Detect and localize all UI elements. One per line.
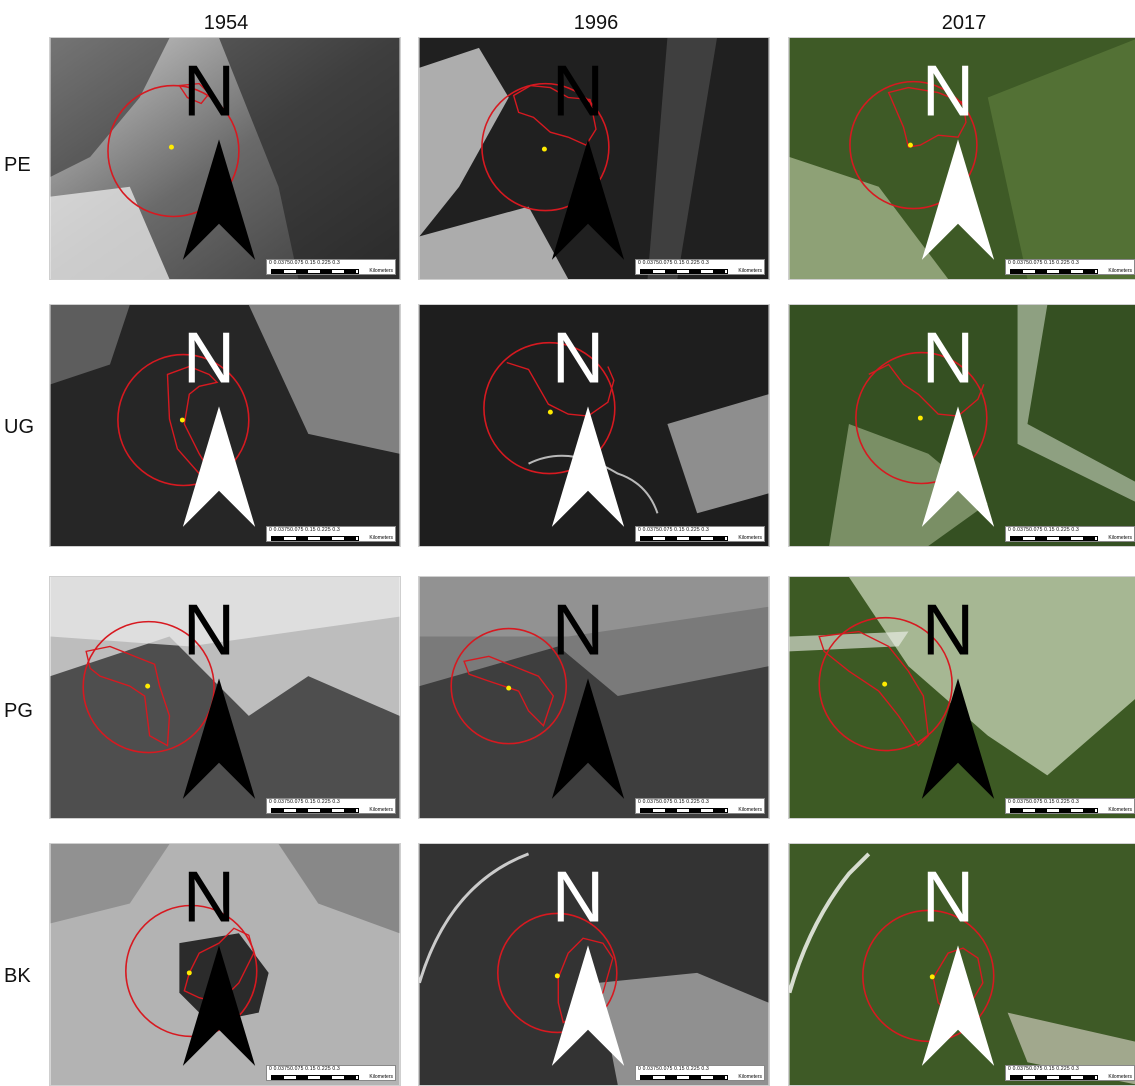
study-area-circle <box>818 616 953 752</box>
north-arrow-icon: N <box>921 590 995 799</box>
aerial-image <box>789 38 1135 279</box>
study-area-circle <box>125 904 258 1038</box>
row-header-ug: UG <box>4 416 34 438</box>
aerial-tile-ug-2017: N 0 0.03750.075 0.15 0.225 0.3 Kilometers <box>788 304 1135 547</box>
aerial-tile-pe-1996: N 0 0.03750.075 0.15 0.225 0.3 Kilometers <box>418 37 770 280</box>
aerial-image <box>419 38 769 279</box>
aerial-image <box>50 38 400 279</box>
scale-bar: 0 0.03750.075 0.15 0.225 0.3 Kilometers <box>266 1065 396 1081</box>
aerial-tile-ug-1996: N 0 0.03750.075 0.15 0.225 0.3 Kilometers <box>418 304 770 547</box>
aerial-tile-bk-1954: N 0 0.03750.075 0.15 0.225 0.3 Kilometers <box>49 843 401 1086</box>
north-arrow-icon: N <box>182 318 256 527</box>
svg-text:N: N <box>183 857 235 937</box>
site-point <box>145 683 151 689</box>
scale-bar: 0 0.03750.075 0.15 0.225 0.3 Kilometers <box>1005 798 1135 814</box>
site-outline <box>183 927 255 1004</box>
aerial-tile-pe-2017: N 0 0.03750.075 0.15 0.225 0.3 Kilometers <box>788 37 1135 280</box>
aerial-tile-pe-1954: N 0 0.03750.075 0.15 0.225 0.3 Kilometers <box>49 37 401 280</box>
svg-text:N: N <box>183 590 235 670</box>
north-arrow-icon: N <box>551 51 625 260</box>
aerial-tile-pg-1996: N 0 0.03750.075 0.15 0.225 0.3 Kilometers <box>418 576 770 819</box>
study-area-circle <box>855 351 988 485</box>
north-arrow-icon: N <box>182 590 256 799</box>
study-area-circle <box>497 912 618 1034</box>
aerial-tile-ug-1954: N 0 0.03750.075 0.15 0.225 0.3 Kilometers <box>49 304 401 547</box>
row-header-pg: PG <box>4 700 33 722</box>
svg-text:N: N <box>922 590 974 670</box>
north-arrow-icon: N <box>182 51 256 260</box>
scale-bar: 0 0.03750.075 0.15 0.225 0.3 Kilometers <box>266 526 396 542</box>
aerial-tile-bk-2017: N 0 0.03750.075 0.15 0.225 0.3 Kilometers <box>788 843 1135 1086</box>
row-header-bk: BK <box>4 965 31 987</box>
site-outline <box>557 937 614 1024</box>
scale-bar: 0 0.03750.075 0.15 0.225 0.3 Kilometers <box>1005 1065 1135 1081</box>
north-arrow-icon: N <box>551 318 625 527</box>
site-outline <box>506 361 615 417</box>
aerial-image <box>789 305 1135 546</box>
north-arrow-icon: N <box>921 318 995 527</box>
north-arrow-icon: N <box>921 51 995 260</box>
site-outline <box>463 655 555 728</box>
site-outline <box>818 630 930 747</box>
study-area-circle <box>481 82 610 212</box>
site-outline <box>85 645 171 747</box>
site-outline <box>166 365 219 480</box>
site-point <box>506 685 512 691</box>
svg-text:N: N <box>922 318 974 398</box>
study-area-circle <box>450 627 568 745</box>
site-point <box>186 970 192 976</box>
site-point <box>917 415 923 421</box>
north-arrow-icon: N <box>182 857 256 1066</box>
aerial-tile-pg-1954: N 0 0.03750.075 0.15 0.225 0.3 Kilometers <box>49 576 401 819</box>
column-header-1996: 1996 <box>573 12 619 34</box>
site-outline <box>178 82 211 105</box>
north-arrow-icon: N <box>921 857 995 1066</box>
svg-text:N: N <box>552 318 604 398</box>
site-point <box>179 417 185 423</box>
study-area-circle <box>849 80 978 210</box>
north-arrow-icon: N <box>551 857 625 1066</box>
scale-bar: 0 0.03750.075 0.15 0.225 0.3 Kilometers <box>635 798 765 814</box>
column-header-1954: 1954 <box>203 12 249 34</box>
aerial-image <box>50 305 400 546</box>
scale-bar: 0 0.03750.075 0.15 0.225 0.3 Kilometers <box>635 259 765 275</box>
scale-bar: 0 0.03750.075 0.15 0.225 0.3 Kilometers <box>1005 259 1135 275</box>
study-area-circle <box>107 84 240 218</box>
aerial-image <box>419 577 769 818</box>
site-point <box>907 142 913 148</box>
svg-text:N: N <box>552 51 604 131</box>
site-point <box>547 409 553 415</box>
site-point <box>541 146 547 152</box>
study-area-circle <box>117 353 250 487</box>
north-arrow-icon: N <box>551 590 625 799</box>
row-header-pe: PE <box>4 154 31 176</box>
scale-bar: 0 0.03750.075 0.15 0.225 0.3 Kilometers <box>266 259 396 275</box>
scale-bar: 0 0.03750.075 0.15 0.225 0.3 Kilometers <box>1005 526 1135 542</box>
scale-bar: 0 0.03750.075 0.15 0.225 0.3 Kilometers <box>266 798 396 814</box>
site-outline <box>512 84 597 146</box>
site-point <box>882 681 888 687</box>
aerial-tile-bk-1996: N 0 0.03750.075 0.15 0.225 0.3 Kilometers <box>418 843 770 1086</box>
svg-text:N: N <box>552 590 604 670</box>
site-point <box>168 144 174 150</box>
site-point <box>929 974 935 980</box>
svg-text:N: N <box>183 51 235 131</box>
site-outline <box>868 363 985 417</box>
svg-text:N: N <box>552 857 604 937</box>
svg-text:N: N <box>922 857 974 937</box>
site-outline <box>887 86 967 148</box>
svg-text:N: N <box>183 318 235 398</box>
study-area-circle <box>862 909 995 1043</box>
study-area-circle <box>82 620 215 754</box>
aerial-tile-pg-2017: N 0 0.03750.075 0.15 0.225 0.3 Kilometers <box>788 576 1135 819</box>
column-header-2017: 2017 <box>941 12 987 34</box>
aerial-image <box>419 844 769 1085</box>
study-area-circle <box>483 341 616 475</box>
scale-bar: 0 0.03750.075 0.15 0.225 0.3 Kilometers <box>635 526 765 542</box>
scale-bar: 0 0.03750.075 0.15 0.225 0.3 Kilometers <box>635 1065 765 1081</box>
svg-text:N: N <box>922 51 974 131</box>
aerial-image <box>419 305 769 546</box>
site-point <box>554 973 560 979</box>
